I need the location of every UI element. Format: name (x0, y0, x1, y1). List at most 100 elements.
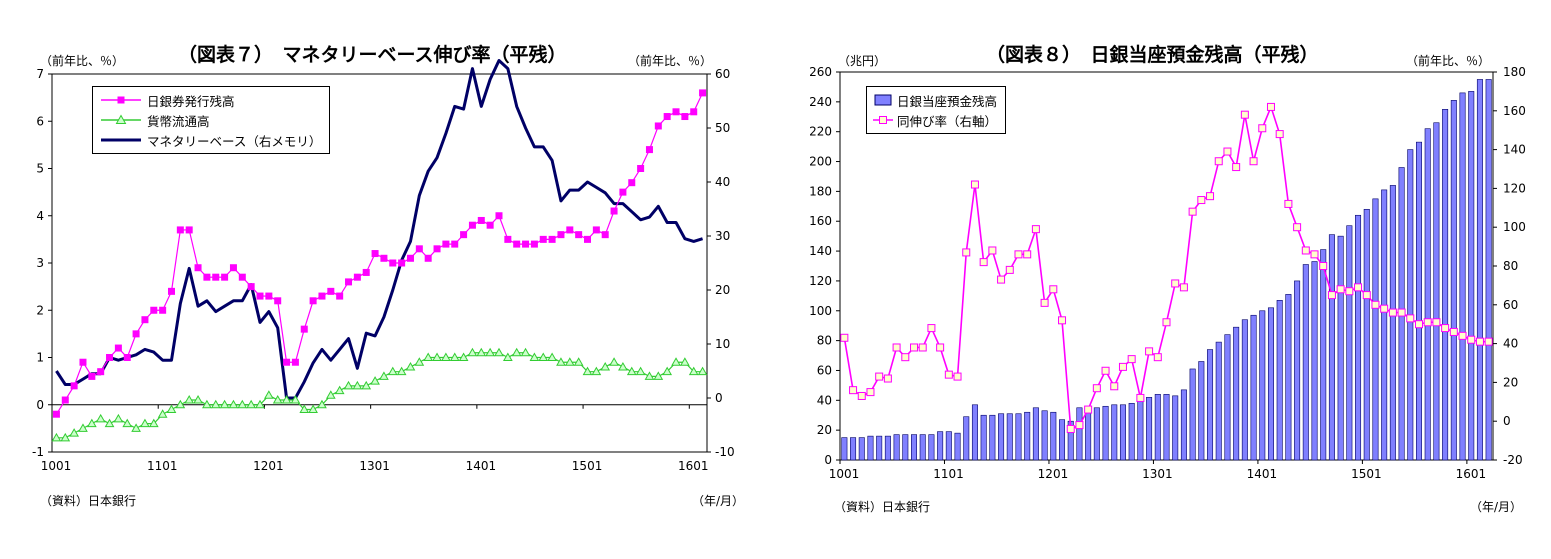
banknotes-point (274, 297, 282, 305)
balance-bar (1311, 261, 1318, 461)
balance-bar (1241, 319, 1248, 461)
left-axis-unit: （前年比、％） (40, 54, 125, 68)
banknotes-point (247, 283, 255, 291)
coins-point (618, 361, 628, 371)
legend-label-growth: 同伸び率（右軸） (897, 113, 998, 129)
coins-point (688, 366, 699, 376)
banknotes-point (690, 108, 698, 116)
growth-point (1188, 207, 1197, 216)
left-axis-tick-label: 40 (817, 393, 832, 407)
legend-key-balance (873, 93, 893, 107)
banknotes-point (52, 410, 60, 418)
banknotes-point (468, 221, 476, 229)
banknotes-point (415, 245, 423, 253)
banknotes-point (575, 231, 583, 239)
coins-point (140, 418, 150, 428)
banknotes-point (513, 240, 521, 248)
growth-point (1179, 283, 1188, 292)
balance-bar (1346, 225, 1353, 461)
coins-point (520, 347, 531, 357)
balance-bar (1172, 395, 1179, 461)
coins-point (582, 366, 593, 376)
x-axis-tick-label: 1501 (572, 459, 603, 473)
banknotes-point (654, 122, 662, 130)
right-axis-tick-label: 0 (715, 391, 723, 405)
coins-point (449, 352, 460, 361)
left-axis-tick-label: -1 (32, 445, 44, 459)
banknotes-point (106, 354, 114, 361)
x-axis-tick-label: 1101 (147, 459, 178, 473)
balance-bar (850, 437, 857, 461)
left-axis-tick-label: 180 (809, 184, 832, 198)
coins-point (272, 395, 283, 404)
coins-point (511, 347, 522, 357)
growth-point (892, 343, 901, 352)
left-axis-tick-label: 220 (809, 125, 832, 139)
banknotes-point (238, 273, 246, 281)
growth-point (1284, 199, 1293, 208)
balance-bar (1233, 326, 1240, 461)
banknotes-point (159, 306, 167, 314)
balance-bar (1407, 149, 1414, 461)
coins-point (600, 361, 611, 371)
banknotes-point (256, 292, 264, 300)
coins-point (538, 352, 549, 361)
balance-bar (1059, 419, 1066, 461)
banknotes-point (610, 207, 618, 215)
right-axis-tick-label: 40 (1503, 337, 1518, 351)
right-axis-tick-label: 160 (1503, 104, 1526, 118)
left-axis-tick-label: 5 (36, 162, 44, 176)
banknotes-point (637, 165, 645, 172)
x-axis-tick-label: 1601 (678, 459, 709, 473)
legend-key-monetary-base (99, 133, 143, 147)
banknotes-point (309, 297, 317, 305)
balance-bar (1294, 280, 1301, 461)
left-axis-tick-label: 6 (36, 114, 44, 128)
right-axis-tick-label: 60 (715, 67, 730, 81)
coins-point (379, 371, 389, 380)
banknotes-point (451, 240, 459, 248)
coins-point (458, 352, 469, 361)
left-axis-tick-label: 160 (809, 214, 832, 228)
growth-point (1023, 250, 1032, 259)
right-axis-tick-label: 10 (715, 337, 730, 351)
right-axis-tick-label: 180 (1503, 65, 1526, 79)
growth-point (1127, 355, 1136, 364)
balance-bar (902, 434, 909, 461)
growth-point (1388, 308, 1397, 317)
growth-point (1118, 362, 1127, 371)
balance-bar (1442, 109, 1449, 461)
coins-point (485, 347, 496, 357)
growth-point (1101, 366, 1110, 375)
x-axis-tick-label: 1001 (829, 467, 860, 481)
source-note: （資料）日本銀行 (834, 500, 931, 514)
legend-label-banknotes: 日銀券発行残高 (147, 93, 235, 109)
growth-point (1084, 405, 1093, 414)
banknotes-point (406, 254, 414, 262)
growth-point (1449, 327, 1458, 336)
banknotes-point (433, 245, 441, 253)
balance-bar (858, 437, 865, 461)
growth-point (1354, 283, 1363, 292)
growth-point (1214, 157, 1223, 166)
banknotes-point (203, 273, 211, 281)
legend-key-coins (99, 113, 143, 127)
growth-point (1066, 424, 1075, 433)
balance-bar (884, 435, 891, 461)
left-axis-tick-label: 0 (36, 398, 44, 412)
balance-bar (1302, 264, 1309, 461)
coins-point (396, 366, 407, 376)
banknotes-point (442, 240, 450, 248)
x-axis-tick-label: 1501 (1351, 467, 1382, 481)
left-axis-tick-label: 200 (809, 155, 832, 169)
balance-bar (1389, 185, 1396, 461)
banknotes-point (97, 368, 105, 376)
coins-point (653, 371, 664, 380)
right-axis-tick-label: 0 (1503, 414, 1511, 428)
chart-legend: 日銀当座預金残高 同伸び率（右軸） (866, 86, 1007, 134)
x-axis-unit: （年/月） (692, 494, 745, 508)
right-axis-tick-label: 30 (715, 229, 730, 243)
growth-point (1223, 147, 1232, 156)
banknotes-point (380, 254, 388, 262)
